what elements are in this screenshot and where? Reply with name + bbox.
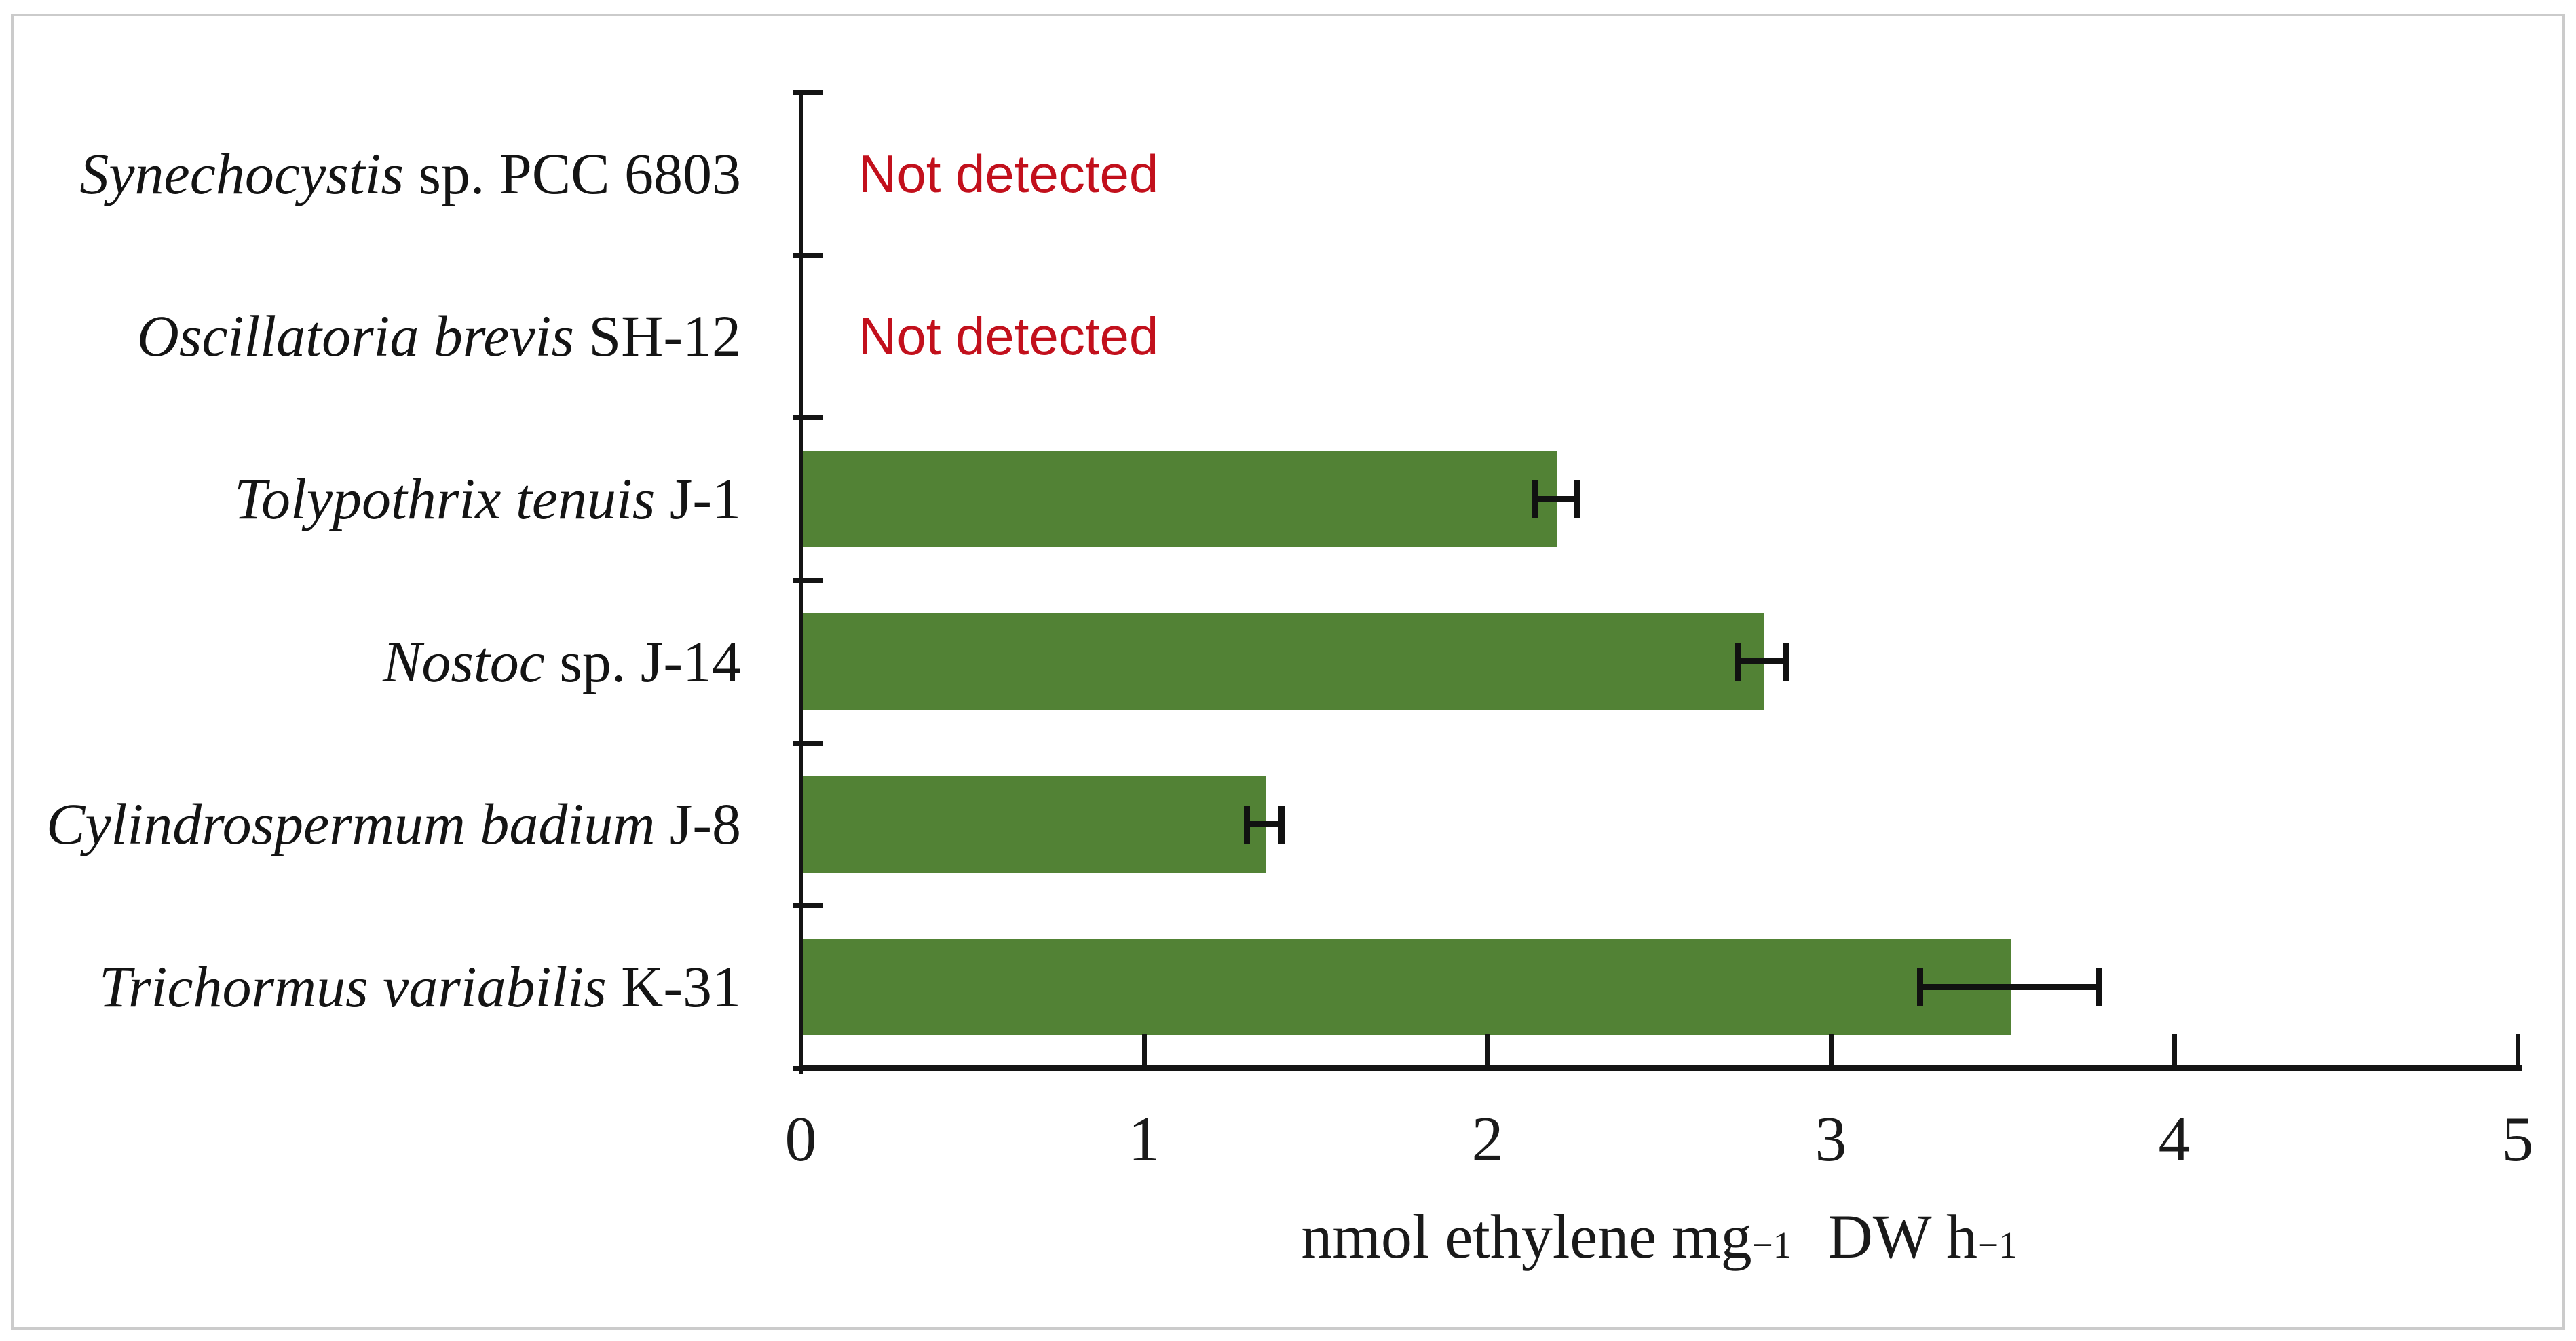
y-axis-tick xyxy=(793,415,823,421)
x-axis-tick xyxy=(1829,1034,1834,1065)
error-bar-line xyxy=(1535,495,1577,502)
strain-name: J-1 xyxy=(655,466,741,532)
x-axis-title-superscript: −1 xyxy=(1977,1224,2018,1266)
x-axis-tick xyxy=(799,1034,803,1065)
x-axis-title: nmol ethylene mg−1 DW h−1 xyxy=(981,1205,2338,1268)
strain-name: sp. J-14 xyxy=(544,628,741,694)
error-bar-cap xyxy=(1783,642,1789,681)
error-bar-line xyxy=(1920,983,2099,990)
x-axis-line xyxy=(799,1065,2522,1071)
category-label: Tolypothrix tenuis J-1 xyxy=(234,417,741,580)
strain-name: sp. PCC 6803 xyxy=(403,140,741,206)
x-axis-tick xyxy=(1142,1034,1147,1065)
y-axis-line xyxy=(799,92,803,1074)
x-axis-title-text: nmol ethylene mg xyxy=(1301,1202,1752,1271)
error-bar-cap xyxy=(1244,805,1251,844)
y-axis-tick xyxy=(793,252,823,258)
strain-name: J-8 xyxy=(655,791,741,857)
category-label: Synechocystis sp. PCC 6803 xyxy=(79,92,741,255)
error-bar-cap xyxy=(1574,480,1580,518)
error-bar-line xyxy=(1738,658,1787,665)
y-axis-tick xyxy=(793,903,823,909)
x-axis-tick-label: 1 xyxy=(1128,1104,1160,1175)
x-axis-title-superscript: −1 xyxy=(1751,1224,1792,1266)
y-axis-tick xyxy=(793,740,823,746)
y-axis-tick xyxy=(793,1066,823,1071)
x-axis-tick xyxy=(1485,1034,1490,1065)
category-label: Nostoc sp. J-14 xyxy=(383,580,741,743)
error-bar-cap xyxy=(1735,642,1741,681)
y-axis-tick xyxy=(793,90,823,95)
species-name-italic: Tolypothrix tenuis xyxy=(234,466,656,532)
x-axis-tick-label: 2 xyxy=(1471,1104,1504,1175)
figure-border: Synechocystis sp. PCC 6803 Oscillatoria b… xyxy=(11,14,2565,1330)
strain-name: K-31 xyxy=(606,954,741,1020)
species-name-italic: Cylindrospermum badium xyxy=(45,791,656,857)
error-bar-cap xyxy=(2096,968,2102,1006)
error-bar-cap xyxy=(1532,480,1539,518)
x-axis-tick-label: 5 xyxy=(2501,1104,2534,1175)
strain-name: SH-12 xyxy=(573,303,741,369)
category-label: Oscillatoria brevis SH-12 xyxy=(137,255,741,418)
bar-chart-plot-area: Synechocystis sp. PCC 6803 Oscillatoria b… xyxy=(14,16,2562,1327)
bar xyxy=(802,613,1764,710)
y-axis-tick xyxy=(793,578,823,583)
species-name-italic: Nostoc xyxy=(383,628,545,694)
x-axis-tick xyxy=(2172,1034,2177,1065)
species-name-italic: Trichormus variabilis xyxy=(98,954,607,1020)
category-label: Cylindrospermum badium J-8 xyxy=(46,743,741,906)
error-bar-cap xyxy=(1278,805,1285,844)
species-name-italic: Oscillatoria brevis xyxy=(136,303,574,369)
x-axis-title-text: DW h xyxy=(1812,1202,1977,1271)
error-bar-cap xyxy=(1917,968,1924,1006)
bar xyxy=(802,776,1266,873)
not-detected-label: Not detected xyxy=(858,306,1159,366)
error-bar-line xyxy=(1247,821,1282,827)
bar xyxy=(802,939,2011,1036)
x-axis-tick-label: 3 xyxy=(1815,1104,1847,1175)
x-axis-tick-label: 4 xyxy=(2158,1104,2191,1175)
bar xyxy=(802,451,1558,548)
not-detected-label: Not detected xyxy=(858,143,1159,204)
x-axis-tick xyxy=(2516,1034,2520,1065)
x-axis-tick-label: 0 xyxy=(784,1104,817,1175)
category-label: Trichormus variabilis K-31 xyxy=(99,905,741,1068)
species-name-italic: Synechocystis xyxy=(79,140,404,206)
